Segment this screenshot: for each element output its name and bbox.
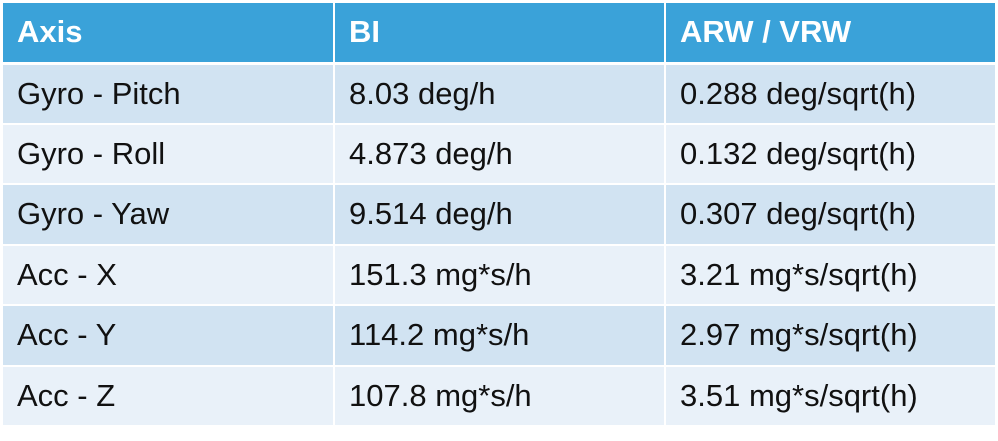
cell-arw-vrw: 0.288 deg/sqrt(h) xyxy=(665,63,995,125)
header-bi: BI xyxy=(334,3,666,65)
sensor-noise-table: Axis BI ARW / VRW Gyro - Pitch 8.03 deg/… xyxy=(3,3,995,427)
cell-axis: Acc - Z xyxy=(3,365,335,427)
cell-axis: Gyro - Pitch xyxy=(3,63,335,125)
cell-bi: 107.8 mg*s/h xyxy=(334,365,666,427)
table-row: Gyro - Yaw 9.514 deg/h 0.307 deg/sqrt(h) xyxy=(3,184,995,246)
header-axis: Axis xyxy=(3,3,335,65)
cell-bi: 114.2 mg*s/h xyxy=(334,305,666,367)
cell-arw-vrw: 3.51 mg*s/sqrt(h) xyxy=(665,365,995,427)
header-arw-vrw: ARW / VRW xyxy=(665,3,995,65)
header-row: Axis BI ARW / VRW xyxy=(3,3,995,65)
cell-axis: Gyro - Yaw xyxy=(3,184,335,246)
cell-bi: 8.03 deg/h xyxy=(334,63,666,125)
table-header: Axis BI ARW / VRW xyxy=(3,3,995,65)
cell-arw-vrw: 3.21 mg*s/sqrt(h) xyxy=(665,244,995,306)
table-row: Gyro - Pitch 8.03 deg/h 0.288 deg/sqrt(h… xyxy=(3,63,995,125)
cell-bi: 151.3 mg*s/h xyxy=(334,244,666,306)
cell-arw-vrw: 0.132 deg/sqrt(h) xyxy=(665,123,995,185)
cell-bi: 9.514 deg/h xyxy=(334,184,666,246)
cell-axis: Acc - Y xyxy=(3,305,335,367)
table-body: Gyro - Pitch 8.03 deg/h 0.288 deg/sqrt(h… xyxy=(3,63,995,427)
cell-bi: 4.873 deg/h xyxy=(334,123,666,185)
table-row: Acc - X 151.3 mg*s/h 3.21 mg*s/sqrt(h) xyxy=(3,244,995,306)
cell-arw-vrw: 0.307 deg/sqrt(h) xyxy=(665,184,995,246)
cell-axis: Acc - X xyxy=(3,244,335,306)
cell-axis: Gyro - Roll xyxy=(3,123,335,185)
table-row: Gyro - Roll 4.873 deg/h 0.132 deg/sqrt(h… xyxy=(3,123,995,185)
cell-arw-vrw: 2.97 mg*s/sqrt(h) xyxy=(665,305,995,367)
table-row: Acc - Y 114.2 mg*s/h 2.97 mg*s/sqrt(h) xyxy=(3,305,995,367)
sensor-noise-table-container: Axis BI ARW / VRW Gyro - Pitch 8.03 deg/… xyxy=(3,3,995,439)
table-row: Acc - Z 107.8 mg*s/h 3.51 mg*s/sqrt(h) xyxy=(3,365,995,427)
